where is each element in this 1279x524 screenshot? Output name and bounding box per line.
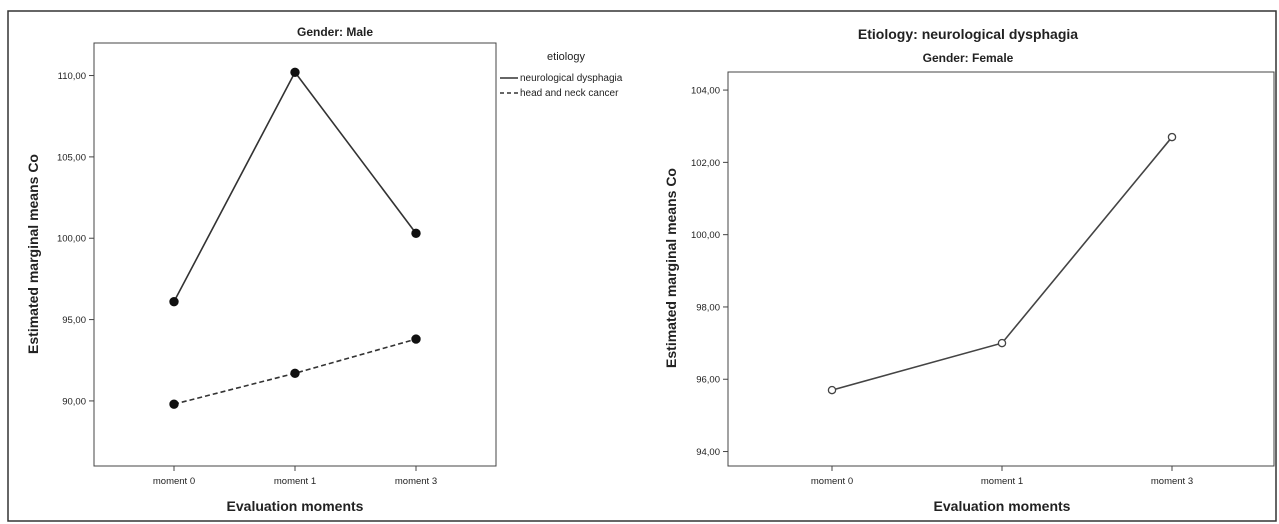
female-series-0-point	[997, 338, 1007, 348]
panel-male-plot-area	[93, 42, 497, 467]
male-y-tick-label: 90,00	[62, 396, 86, 407]
panel-male-series	[169, 67, 421, 409]
female-series-0-point	[1167, 132, 1177, 142]
male-x-tick-label: moment 0	[153, 476, 195, 487]
panel-male-title: Gender: Male	[297, 25, 373, 39]
male-x-tick-label: moment 1	[274, 476, 316, 487]
panel-female-x-ticks: moment 0 moment 1 moment 3	[811, 466, 1193, 487]
figure-border	[7, 10, 1277, 522]
male-series-0-point	[169, 296, 179, 307]
female-y-tick-label: 94,00	[696, 447, 720, 458]
female-series-0-line	[831, 136, 1173, 391]
male-series-0-line	[173, 70, 417, 303]
male-y-tick-label: 110,00	[58, 71, 86, 82]
male-series-0-point	[411, 228, 421, 239]
male-series-1-point	[411, 334, 421, 344]
female-y-tick-label: 100,00	[691, 230, 720, 241]
female-x-tick-label: moment 0	[811, 476, 853, 487]
panel-male: Gender: Male 90,00 95,00 100,00 105,00 110,0…	[25, 25, 623, 514]
panel-male-y-ticks: 90,00 95,00 100,00 105,00 110,00	[57, 71, 94, 407]
panel-female-plot-area	[727, 71, 1275, 467]
female-y-tick-label: 96,00	[696, 375, 720, 386]
male-series-1-point	[169, 399, 179, 409]
panel-male-y-axis-title: Estimated marginal means Co	[25, 154, 41, 354]
female-x-tick-label: moment 3	[1151, 476, 1193, 487]
legend-title: etiology	[547, 51, 585, 63]
panel-female-y-ticks: 94,00 96,00 98,00 100,00 102,00 104,00	[691, 86, 728, 458]
panel-female-y-axis-title: Estimated marginal means Co	[663, 168, 679, 368]
legend-label-neurological-dysphagia: neurological dysphagia	[520, 73, 623, 84]
legend-label-head-and-neck-cancer: head and neck cancer	[520, 88, 619, 99]
male-y-tick-label: 100,00	[57, 234, 86, 245]
female-x-tick-label: moment 1	[981, 476, 1023, 487]
male-y-tick-label: 95,00	[62, 315, 86, 326]
male-x-tick-label: moment 3	[395, 476, 437, 487]
legend: etiology neurological dysphagia head and…	[500, 51, 623, 99]
female-y-tick-label: 98,00	[696, 302, 720, 313]
female-y-tick-label: 104,00	[691, 86, 720, 97]
female-y-tick-label: 102,00	[691, 158, 720, 169]
panel-male-x-axis-title: Evaluation moments	[227, 498, 364, 514]
panel-male-x-ticks: moment 0 moment 1 moment 3	[153, 466, 437, 487]
male-series-1-point	[290, 368, 300, 378]
male-series-0-point	[290, 67, 300, 77]
male-y-tick-label: 105,00	[57, 152, 86, 163]
female-series-0-point	[827, 385, 837, 395]
panel-female-x-axis-title: Evaluation moments	[934, 498, 1071, 514]
panel-female-title: Gender: Female	[923, 51, 1014, 65]
panel-female-suptitle: Etiology: neurological dysphagia	[858, 26, 1078, 42]
panel-female-series	[827, 132, 1177, 395]
panel-female: Etiology: neurological dysphagia Gender:…	[663, 26, 1275, 514]
